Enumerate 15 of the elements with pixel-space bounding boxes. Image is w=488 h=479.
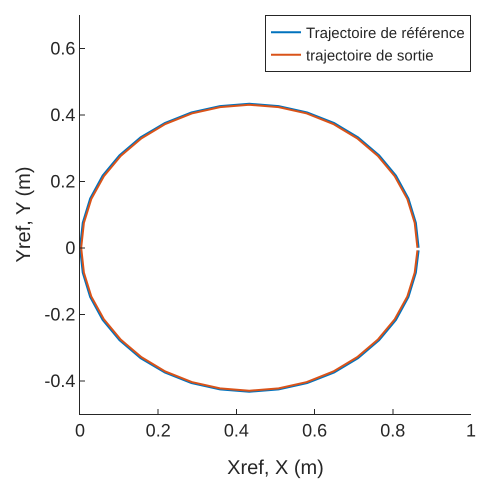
y-tick-label: 0 bbox=[65, 238, 76, 258]
y-tick-label: 0.2 bbox=[50, 172, 76, 192]
y-tick-label: 0.4 bbox=[50, 105, 76, 126]
x-axis-title: Xref, X (m) bbox=[227, 457, 324, 479]
x-tick-label: 0.2 bbox=[146, 420, 171, 441]
legend-label: Trajectoire de référence bbox=[306, 25, 465, 42]
x-tick-label: 0.6 bbox=[302, 420, 328, 441]
x-tick-label: 0.4 bbox=[224, 420, 249, 441]
y-tick-label: 0.6 bbox=[50, 38, 76, 59]
legend-label: trajectoire de sortie bbox=[306, 48, 434, 65]
x-tick-label: 0.8 bbox=[380, 420, 406, 441]
x-tick-label: 1 bbox=[466, 420, 476, 441]
y-tick-label: -0.4 bbox=[44, 371, 76, 392]
y-axis-title: Yref, Y (m) bbox=[13, 166, 35, 262]
y-tick-label: -0.2 bbox=[44, 304, 76, 325]
